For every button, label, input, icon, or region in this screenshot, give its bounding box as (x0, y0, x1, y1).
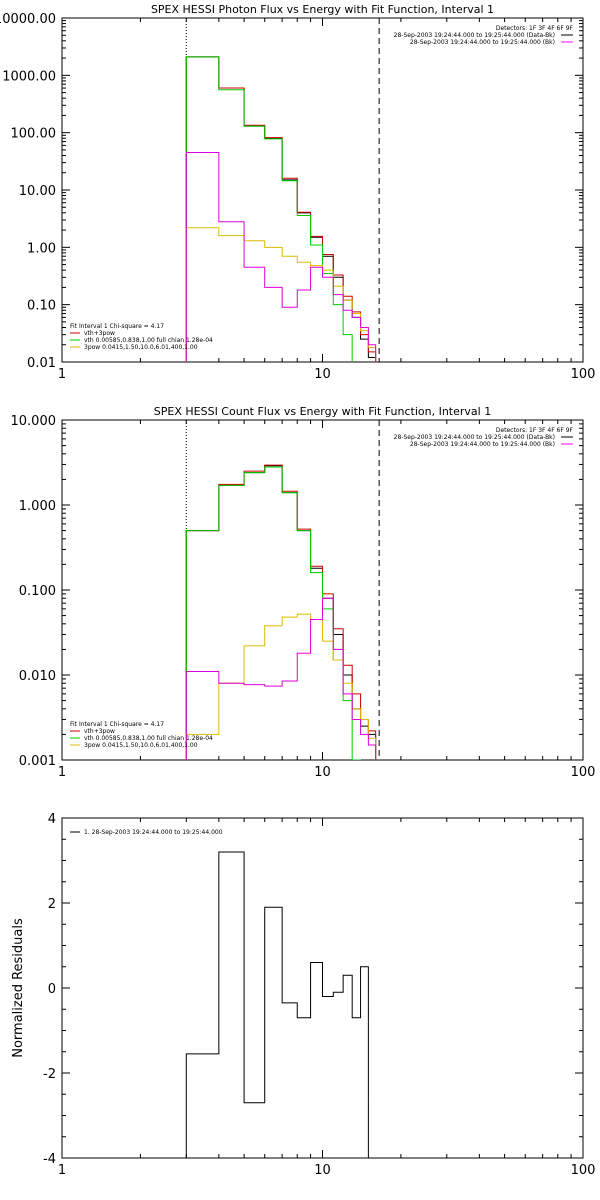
series-line-4-3pow-0-0415-1-50-10-0-6- (185, 227, 377, 362)
legend-entry-label: 28-Sep-2003 19:24:44.000 to 19:25:44.000… (410, 39, 555, 46)
y-tick-label: 2 (48, 897, 56, 912)
x-tick-label: 100 (571, 1163, 596, 1178)
series-line-2-vth-3pow (185, 56, 377, 362)
plot-frame (61, 17, 584, 363)
series-line-0-28-sep-2003-19-24-44-000 (185, 465, 377, 760)
legend-entry-label: 28-Sep-2003 19:24:44.000 to 19:25:44.000… (394, 434, 555, 441)
fit-legend-entry-label: vth 0.00585,0.838,1.00 full chian 1.28e-… (84, 337, 213, 344)
fit-legend-header: Fit Interval 1 Chi-square = 4.17 (70, 323, 164, 330)
legend-header: Detectors: 1F 3F 4F 6F 9F (496, 25, 574, 32)
series-line-1-vth-3pow (185, 464, 377, 760)
y-tick-label: 10.00 (19, 184, 56, 199)
y-tick-label: -2 (43, 1067, 56, 1082)
chart-title: SPEX HESSI Photon Flux vs Energy with Fi… (151, 3, 494, 16)
y-tick-label: 0.01 (27, 356, 56, 371)
series-group (185, 464, 377, 760)
y-tick-label: -4 (43, 1152, 56, 1167)
y-axis-label: Normalized Residuals (11, 918, 26, 1058)
fit-legend-entry-label: vth 0.00585,0.838,1.00 full chian 1.28e-… (84, 735, 213, 742)
series-line-4-residual-component (185, 597, 377, 760)
y-tick-label: 1.00 (27, 241, 56, 256)
y-tick-label: 0.010 (19, 669, 56, 684)
series-line-5-residual-component (185, 152, 377, 362)
series-line-2-vth-0-00585-0-838-1-00-f (185, 466, 362, 760)
series-line-0-1-28-sep-2003-19-24-44-0 (185, 851, 369, 1158)
fit-legend-entry-label: vth+3pow (84, 330, 115, 337)
chart-panel-2: 1 10 100 0.001 0.010 0.100 1.000 10.000 SPEX HES… (11, 405, 596, 780)
x-tick-label: 1 (58, 1163, 66, 1178)
x-tick-label: 100 (571, 367, 596, 382)
fit-legend-entry-label: vth+3pow (84, 728, 115, 735)
y-tick-label: 10000.00 (0, 12, 56, 27)
chart-panel-1: 1 10 100 0.01 0.10 1.00 10.00 100.00 1000.00 1000… (0, 3, 596, 382)
chart-panel-3: 1 10 100 -4 -2 0 2 4 Normalized Residuals 1. 28-S… (11, 812, 595, 1178)
series-line-3-3pow-0-0415-1-50-10-0-6- (185, 613, 377, 760)
x-tick-label: 1 (58, 765, 66, 780)
series-group (185, 851, 369, 1158)
x-tick-label: 100 (571, 765, 596, 780)
fit-legend-entry-label: 3pow 0.0415,1.50,10.0,6.01,400,1.00 (84, 344, 198, 351)
series-line-0-28-sep-2003-19-24-44-000 (185, 56, 377, 362)
fit-legend-header: Fit Interval 1 Chi-square = 4.17 (70, 721, 164, 728)
y-tick-label: 10.000 (11, 414, 57, 429)
y-tick-label: 0.100 (19, 584, 56, 599)
x-tick-label: 10 (314, 765, 331, 780)
x-tick-label: 10 (314, 367, 331, 382)
legend-entry-label: 1. 28-Sep-2003 19:24:44.000 to 19:25:44.… (84, 829, 223, 836)
fit-legend-entry-label: 3pow 0.0415,1.50,10.0,6.01,400,1.00 (84, 742, 198, 749)
legend-entry-label: 28-Sep-2003 19:24:44.000 to 19:25:44.000… (394, 32, 555, 39)
y-tick-label: 4 (48, 812, 56, 827)
y-tick-label: 100.00 (11, 127, 57, 142)
x-tick-label: 1 (58, 367, 66, 382)
series-line-3-vth-0-00585-0-838-1-00-f (185, 56, 353, 362)
y-tick-label: 0.10 (27, 299, 56, 314)
chart-title: SPEX HESSI Count Flux vs Energy with Fit… (154, 405, 491, 418)
y-tick-label: 1.000 (19, 499, 56, 514)
y-tick-label: 0.001 (19, 754, 56, 769)
legend-entry-label: 28-Sep-2003 19:24:44.000 to 19:25:44.000… (410, 441, 555, 448)
legend-header: Detectors: 1F 3F 4F 6F 9F (496, 427, 574, 434)
y-tick-label: 1000.00 (2, 69, 56, 84)
series-group (185, 56, 377, 362)
x-tick-label: 10 (314, 1163, 331, 1178)
y-tick-label: 0 (48, 982, 56, 997)
